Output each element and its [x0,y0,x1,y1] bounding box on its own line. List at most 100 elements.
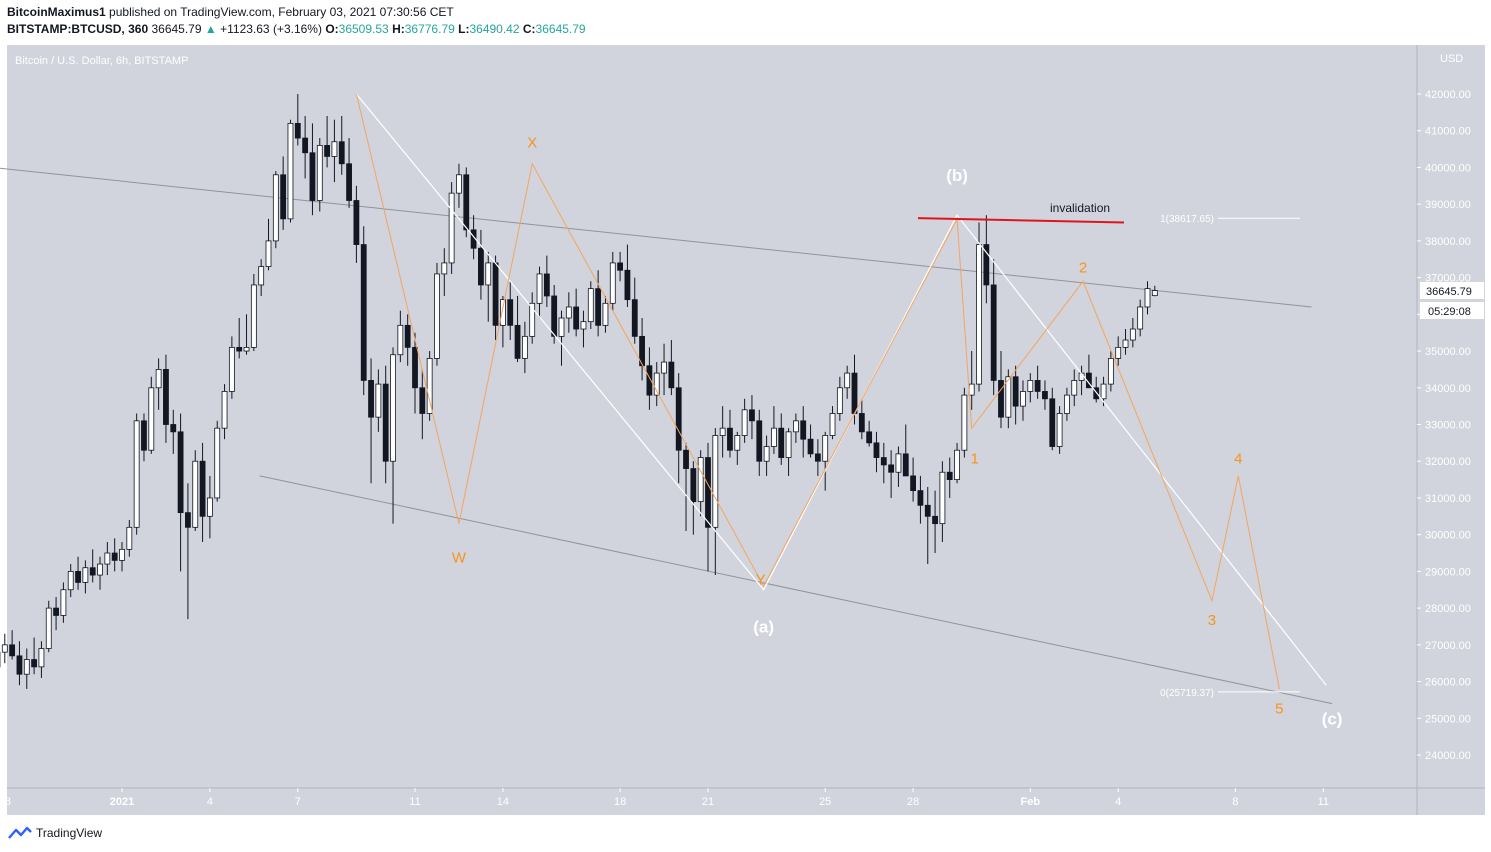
time-axis[interactable] [7,788,1485,815]
candle-body [778,427,785,458]
footer-brand-label: TradingView [36,826,103,840]
candle-body [53,607,59,616]
footer-brand[interactable]: TradingView [8,826,102,840]
candle-body [338,141,345,165]
candle-body [910,475,916,491]
candle-body [331,141,338,157]
candle-body [507,299,514,326]
candle-body [1,644,8,653]
candle-body [624,269,631,301]
candle-body [631,299,638,337]
candle-body [1027,380,1034,392]
candle-body [75,570,81,583]
candle-body [895,453,902,473]
x-axis-ticks: 28 2021 4 7 11 14 18 21 25 28 Feb 4 8 11 [0,788,1329,808]
candle-body [448,192,455,264]
wave-label-orange: 2 [1079,260,1087,277]
plot-area[interactable] [7,45,1417,788]
candle-body [360,244,367,381]
candle-body [45,607,52,649]
candle-body [163,369,169,425]
last-price: 36645.79 [151,22,202,36]
candle-body [111,552,118,561]
wave-label-orange: 5 [1275,700,1283,717]
y-tick-label: 27000.00 [1425,640,1471,652]
candle-body [536,273,543,304]
candle-body [858,413,865,433]
candle-body [836,387,843,414]
candle-body [763,446,770,462]
candle-body [463,174,470,231]
candle-body [705,457,711,528]
candle-body [353,200,360,245]
channel-lower-line [259,475,1333,705]
tradingview-logo-icon [8,826,32,839]
y-tick-label: 39000.00 [1425,199,1471,211]
x-tick-label: 4 [1115,796,1121,808]
currency-label[interactable]: USD [1440,53,1463,65]
candle-body [822,435,829,462]
candle-body [1049,398,1056,447]
candle-body [793,420,799,433]
candle-body [23,659,30,675]
candle-body [639,335,645,367]
candle-body [397,324,404,356]
price-axis[interactable] [1417,45,1485,788]
candle-body [807,438,814,455]
candle-body [126,526,133,550]
candle-body [499,299,506,326]
y-tick-label: 40000.00 [1425,162,1471,174]
candle-body [888,464,895,473]
candle-body [265,240,272,267]
candle-body [595,288,602,326]
candle-body [426,357,433,414]
y-tick-label: 31000.00 [1425,493,1471,505]
candle-body [243,346,250,352]
candle-body [324,145,331,157]
candle-body [294,122,301,139]
candle-body [543,273,550,297]
candle-body [1107,357,1114,385]
candle-body [1012,376,1019,407]
y-tick-label: 28000.00 [1425,603,1471,615]
x-tick-label: 8 [1232,796,1238,808]
y-tick-label: 34000.00 [1425,383,1471,395]
candle-body [661,361,667,374]
candle-body [1071,380,1078,396]
fib-level-label: 0(25719.37) [1160,688,1214,699]
candle-body [551,295,558,337]
candle-body [250,284,257,348]
invalidation-label: invalidation [1050,201,1110,215]
open-value: 36509.53 [338,22,389,36]
candle-body [998,380,1004,418]
wave-label-white: (c) [1322,709,1343,728]
candle-body [961,394,968,451]
x-tick-label: 21 [702,796,714,808]
candle-body [741,409,748,436]
candle-body [580,321,587,330]
candle-body [521,335,528,359]
candle-body [712,435,719,528]
high-label: H: [392,22,405,36]
wave-label-orange: W [452,550,467,567]
candles [0,94,1158,689]
candle-body [1100,383,1107,400]
candle-body [734,435,741,451]
candle-body [727,427,733,451]
wave-label-orange: 3 [1208,612,1216,629]
candle-body [199,460,206,517]
wave-label-white: (a) [753,617,774,636]
candle-body [683,449,689,469]
y-tick-label: 25000.00 [1425,713,1471,725]
wave-lines [355,93,1327,689]
wave-label-orange: X [527,135,537,152]
candle-body [1151,290,1158,297]
orange-wave-line [355,93,1280,689]
candle-body [434,273,440,359]
y-tick-label: 24000.00 [1425,750,1471,762]
candle-body [375,383,382,418]
candle-body [236,346,243,352]
candle-body [228,346,235,392]
y-tick-label: 26000.00 [1425,677,1471,689]
